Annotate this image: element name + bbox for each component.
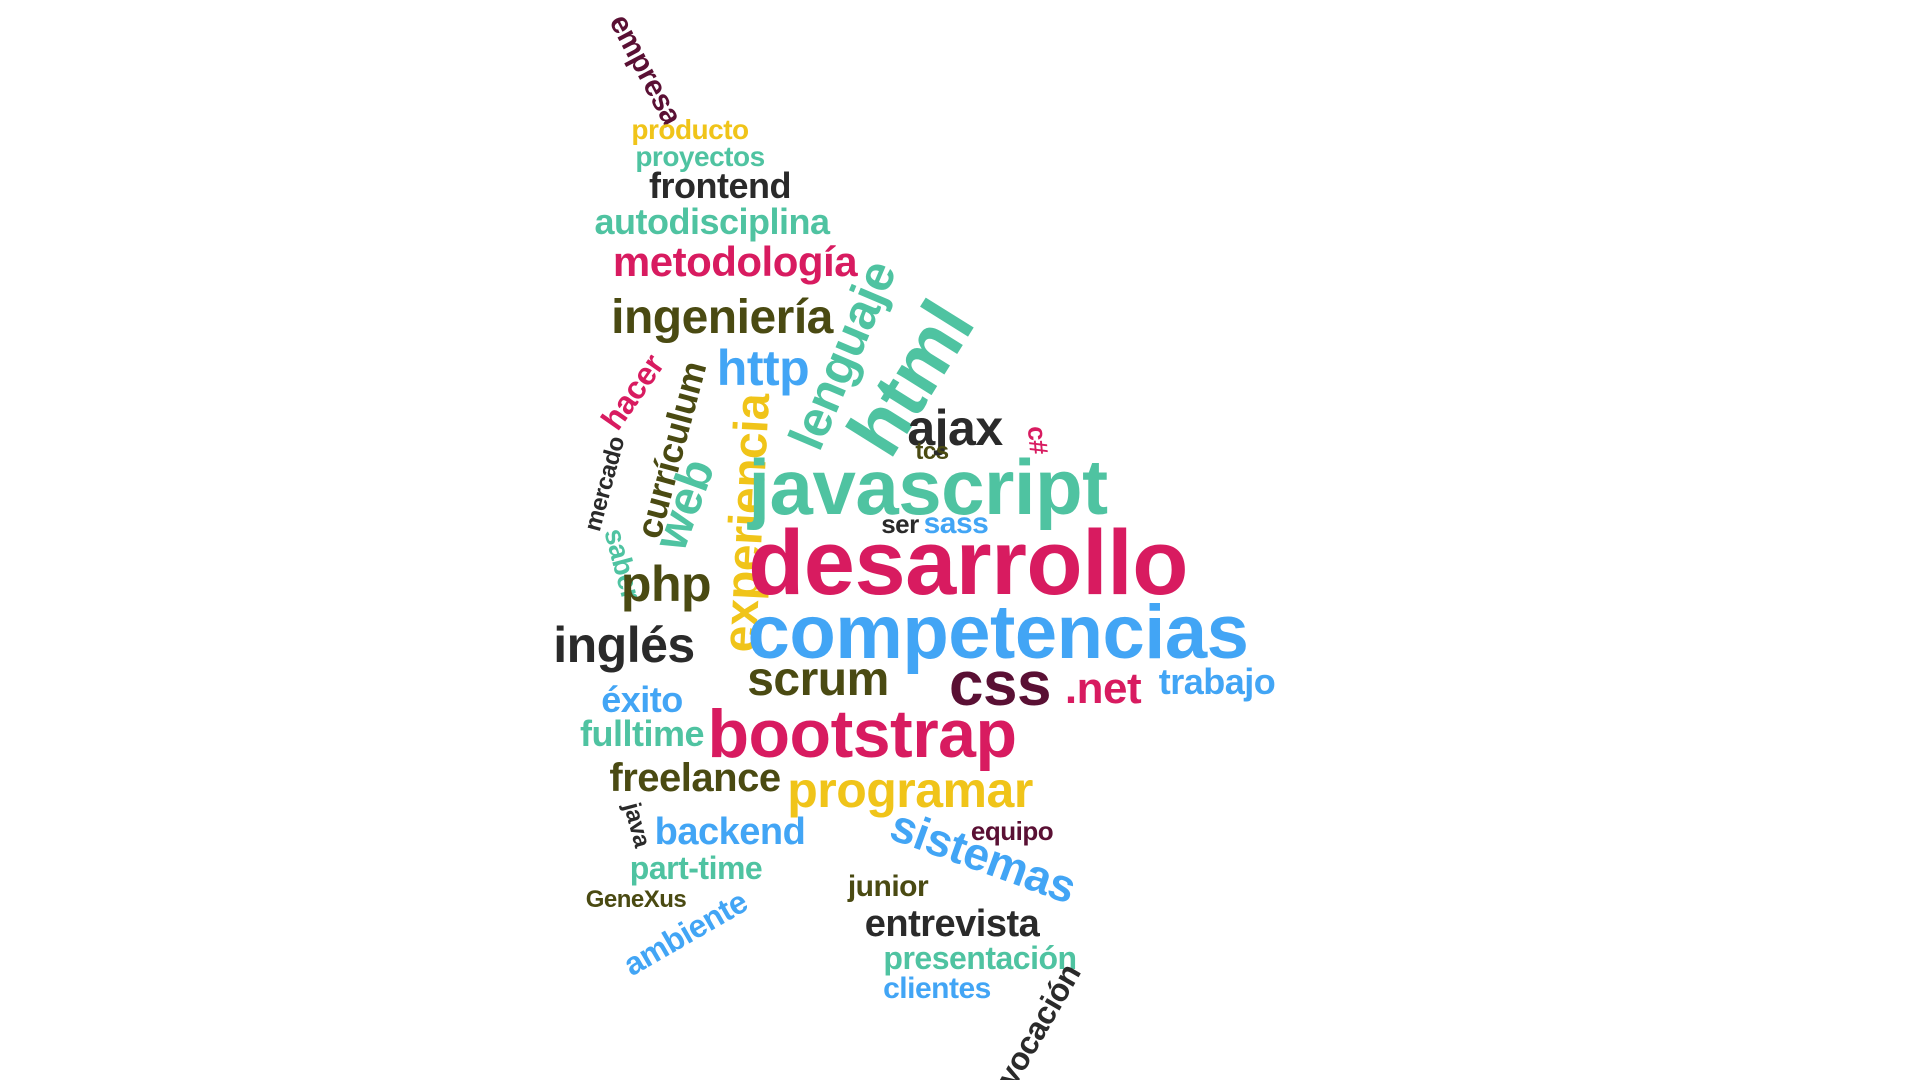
word-dotnet: .net <box>1064 664 1142 713</box>
word-autodisciplina: autodisciplina <box>594 201 830 242</box>
word-programar: programar <box>787 762 1033 818</box>
word-exito: éxito <box>601 679 683 720</box>
word-frontend: frontend <box>649 165 791 206</box>
word-empresa: empresa <box>602 9 689 131</box>
word-genexus: GeneXus <box>585 886 687 913</box>
word-php: php <box>620 556 712 612</box>
word-mercado: mercado <box>578 433 631 534</box>
word-ajax: ajax <box>907 400 1003 456</box>
word-css: css <box>949 650 1051 719</box>
word-vocacion: vocación <box>988 957 1088 1080</box>
word-javascript: javascript <box>748 443 1108 531</box>
word-trabajo: trabajo <box>1158 661 1276 702</box>
word-proyectos: proyectos <box>635 141 765 172</box>
word-ingles: inglés <box>553 617 695 673</box>
word-producto: producto <box>631 114 749 145</box>
word-entrevista: entrevista <box>864 903 1040 945</box>
word-java: java <box>617 799 656 850</box>
word-presentacion: presentación <box>883 940 1077 976</box>
word-fulltime: fulltime <box>579 713 705 754</box>
word-ingenieria: ingeniería <box>611 291 833 344</box>
word-part-time: part-time <box>629 850 763 886</box>
word-bootstrap: bootstrap <box>707 696 1017 772</box>
word-junior: junior <box>847 870 929 903</box>
word-clientes: clientes <box>883 972 991 1005</box>
word-metodologia: metodología <box>612 238 858 285</box>
word-desarrollo: desarrollo <box>748 512 1188 614</box>
word-backend: backend <box>654 811 806 853</box>
word-http: http <box>716 340 810 396</box>
word-tcs: tcs <box>915 438 949 465</box>
word-sass: sass <box>923 507 989 540</box>
word-competencias: competencias <box>747 590 1249 675</box>
word-scrum: scrum <box>747 653 889 706</box>
word-ser: ser <box>881 509 919 539</box>
word-equipo: equipo <box>970 816 1054 846</box>
word-freelance: freelance <box>609 756 781 800</box>
